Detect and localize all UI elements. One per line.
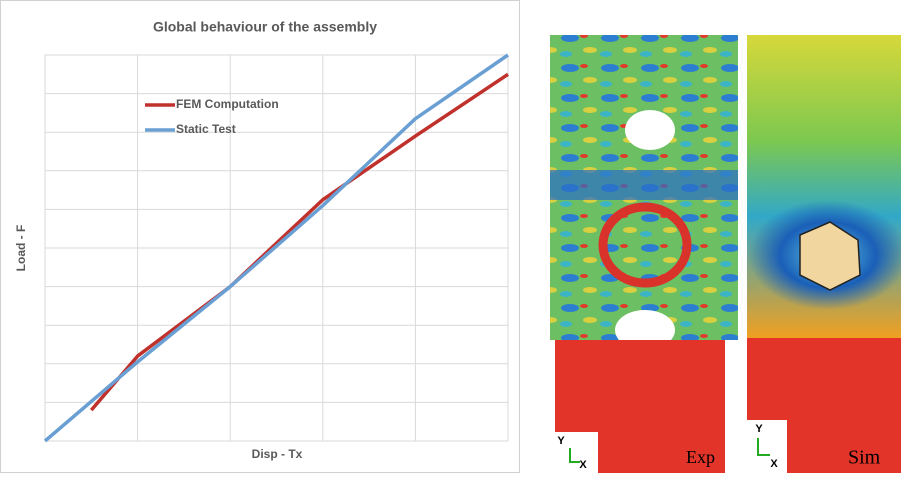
page: Global behaviour of the assembly Disp - … bbox=[0, 0, 901, 473]
exp-band bbox=[550, 170, 738, 200]
legend-label: FEM Computation bbox=[176, 97, 279, 111]
axis-label: X bbox=[770, 458, 778, 470]
figure: Global behaviour of the assembly Disp - … bbox=[0, 0, 901, 473]
axis-label: Y bbox=[755, 423, 763, 435]
y-axis-label: Load - F bbox=[14, 225, 28, 272]
x-axis-label: Disp - Tx bbox=[252, 447, 303, 461]
axis-label: X bbox=[579, 459, 587, 471]
image-label: Sim bbox=[848, 447, 881, 469]
legend-label: Static Test bbox=[176, 122, 236, 136]
exp-image bbox=[550, 35, 738, 473]
sim-triad-box bbox=[747, 420, 787, 473]
chart-frame bbox=[1, 1, 520, 473]
chart-title: Global behaviour of the assembly bbox=[153, 19, 377, 35]
axis-label: Y bbox=[557, 435, 565, 447]
sim-image bbox=[747, 35, 901, 473]
exp-hole bbox=[625, 110, 675, 150]
image-label: Exp bbox=[686, 447, 715, 467]
